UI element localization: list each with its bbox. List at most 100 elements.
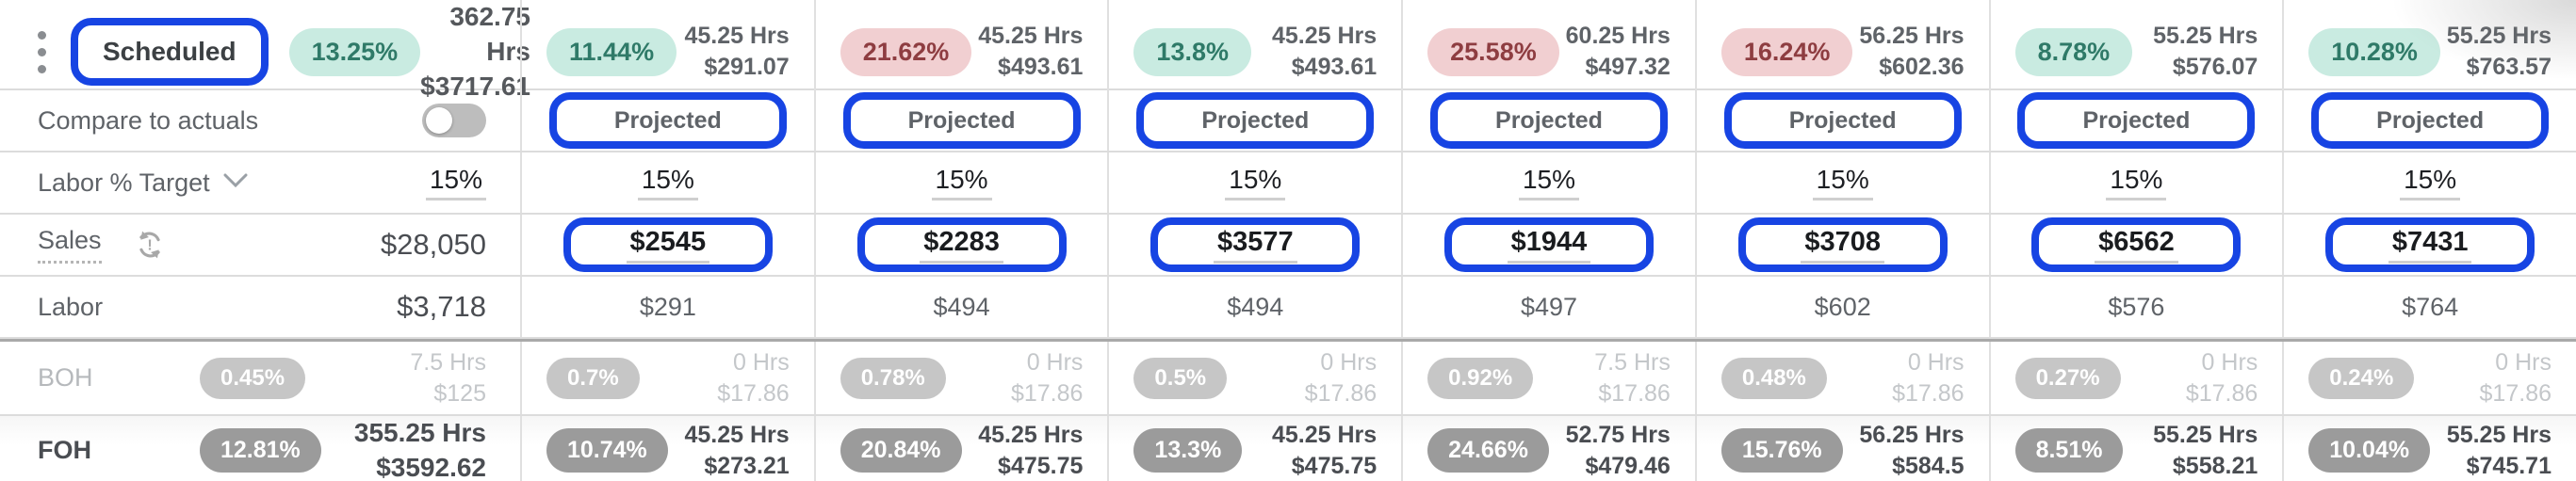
scheduled-day-cell: 21.62% 45.25 Hrs $493.61 xyxy=(813,0,1108,104)
foh-total-hours-cost: 355.25 Hrs $3592.62 xyxy=(354,416,486,481)
labor-day-value: $576 xyxy=(2108,292,2165,321)
labor-target-day-value[interactable]: 15% xyxy=(1812,165,1873,200)
projected-button[interactable]: Projected xyxy=(842,92,1081,149)
foh-day-hours-cost: 56.25 Hrs $584.5 xyxy=(1859,420,1964,481)
labor-target-row: Labor % Target 15% 15% 15% 15% xyxy=(0,152,2576,215)
labor-total: $3,718 xyxy=(397,290,486,323)
sales-day-input[interactable]: $3577 xyxy=(1150,217,1361,272)
labor-day-value: $494 xyxy=(933,292,990,321)
boh-total-hours: 7.5 Hrs xyxy=(410,348,486,376)
labor-target-day-value[interactable]: 15% xyxy=(2400,165,2461,200)
labor-day-value: $497 xyxy=(1520,292,1578,321)
labor-target-total-value[interactable]: 15% xyxy=(425,165,486,200)
foh-day-hours: 52.75 Hrs xyxy=(1565,421,1671,448)
labor-target-day-value[interactable]: 15% xyxy=(1225,165,1286,200)
boh-day-badge: 0.92% xyxy=(1427,357,1534,399)
projected-button[interactable]: Projected xyxy=(2311,92,2550,149)
projected-cell: Projected xyxy=(2282,90,2576,151)
sales-day-value[interactable]: $2545 xyxy=(626,227,710,264)
scheduled-day-cost: $291.07 xyxy=(704,54,790,81)
svg-text:!: ! xyxy=(147,237,152,253)
foh-day-cell: 20.84% 45.25 Hrs $475.75 xyxy=(813,416,1108,481)
sales-day-value[interactable]: $1944 xyxy=(1507,227,1591,264)
sales-day-input[interactable]: $7431 xyxy=(2325,217,2535,272)
sales-day-input[interactable]: $2545 xyxy=(562,217,773,272)
sales-day-value[interactable]: $3708 xyxy=(1801,227,1885,264)
scheduled-chip[interactable]: Scheduled xyxy=(71,18,269,87)
labor-day-cell: $494 xyxy=(813,277,1108,337)
boh-day-hours-cost: 7.5 Hrs $17.86 xyxy=(1594,347,1671,409)
sales-day-input[interactable]: $6562 xyxy=(2031,217,2242,272)
labor-target-day-value[interactable]: 15% xyxy=(931,165,992,200)
foh-day-hours-cost: 45.25 Hrs $475.75 xyxy=(978,420,1083,481)
boh-day-badge: 0.7% xyxy=(546,357,640,399)
scheduled-day-hours-cost: 45.25 Hrs $493.61 xyxy=(978,21,1083,83)
sales-day-input[interactable]: $1944 xyxy=(1443,217,1654,272)
projected-button[interactable]: Projected xyxy=(1723,92,1962,149)
boh-day-hours: 7.5 Hrs xyxy=(1594,348,1671,376)
labor-day-cell: $494 xyxy=(1107,277,1401,337)
sales-day-cell: $2283 xyxy=(813,215,1108,275)
kebab-menu-icon[interactable] xyxy=(38,30,46,73)
scheduled-day-badge: 10.28% xyxy=(2308,27,2440,76)
foh-day-hours-cost: 55.25 Hrs $745.71 xyxy=(2447,420,2552,481)
labor-target-day-cell: 15% xyxy=(1107,152,1401,213)
scheduled-day-cost: $497.32 xyxy=(1585,54,1671,81)
labor-label: Labor xyxy=(38,292,104,321)
labor-day-value: $494 xyxy=(1227,292,1284,321)
sales-day-value[interactable]: $6562 xyxy=(2095,227,2178,264)
boh-day-badge: 0.5% xyxy=(1133,357,1228,399)
scheduled-total-badge: 13.25% xyxy=(288,27,421,76)
projected-button[interactable]: Projected xyxy=(1136,92,1375,149)
labor-target-day-value[interactable]: 15% xyxy=(2106,165,2167,200)
scheduled-day-hours-cost: 55.25 Hrs $763.57 xyxy=(2447,21,2552,83)
foh-day-cost: $558.21 xyxy=(2172,452,2258,479)
labor-target-day-cell: 15% xyxy=(1694,152,1989,213)
projected-button[interactable]: Projected xyxy=(2017,92,2256,149)
scheduled-day-cost: $493.61 xyxy=(998,54,1084,81)
foh-day-cell: 8.51% 55.25 Hrs $558.21 xyxy=(1988,416,2283,481)
boh-day-badge: 0.48% xyxy=(1720,357,1827,399)
sales-day-input[interactable]: $3708 xyxy=(1737,217,1948,272)
sales-day-value[interactable]: $7431 xyxy=(2388,227,2472,264)
scheduled-day-cost: $576.07 xyxy=(2172,54,2258,81)
labor-day-cell: $291 xyxy=(520,277,814,337)
compare-label: Compare to actuals xyxy=(38,105,259,135)
foh-day-hours: 55.25 Hrs xyxy=(2446,421,2552,448)
projected-button[interactable]: Projected xyxy=(548,92,787,149)
sales-day-value[interactable]: $3577 xyxy=(1213,227,1297,264)
boh-day-cost: $17.86 xyxy=(1010,379,1084,407)
chevron-down-icon[interactable] xyxy=(223,173,248,193)
scheduled-row: Scheduled 13.25% 362.75 Hrs $3717.61 11.… xyxy=(0,0,2576,104)
foh-day-cell: 15.76% 56.25 Hrs $584.5 xyxy=(1694,416,1989,481)
compare-row: Compare to actuals Projected Projected P… xyxy=(0,90,2576,152)
scheduled-day-badge: 8.78% xyxy=(2014,27,2133,76)
foh-day-cost: $584.5 xyxy=(1892,452,1965,479)
labor-target-day-value[interactable]: 15% xyxy=(1518,165,1580,200)
scheduled-day-badge: 16.24% xyxy=(1720,27,1853,76)
scheduled-day-hours: 55.25 Hrs xyxy=(2153,23,2258,50)
sales-day-cell: $3708 xyxy=(1694,215,1989,275)
boh-day-hours-cost: 0 Hrs $17.86 xyxy=(1305,347,1377,409)
projected-button[interactable]: Projected xyxy=(1429,92,1668,149)
scheduled-day-hours-cost: 56.25 Hrs $602.36 xyxy=(1859,21,1964,83)
scheduled-day-hours: 56.25 Hrs xyxy=(1859,23,1965,50)
boh-label: BOH xyxy=(38,363,93,392)
labor-day-cell: $497 xyxy=(1401,277,1695,337)
scheduled-day-cell: 25.58% 60.25 Hrs $497.32 xyxy=(1401,0,1695,104)
labor-target-day-value[interactable]: 15% xyxy=(637,165,698,200)
labor-day-value: $602 xyxy=(1814,292,1871,321)
sync-alert-icon[interactable]: ! xyxy=(134,229,166,261)
foh-day-badge: 10.74% xyxy=(546,428,668,473)
foh-day-badge: 20.84% xyxy=(840,428,962,473)
boh-day-cell: 0.78% 0 Hrs $17.86 xyxy=(813,342,1108,414)
compare-toggle[interactable] xyxy=(422,104,486,137)
sales-day-input[interactable]: $2283 xyxy=(856,217,1067,272)
scheduled-header-cell: Scheduled 13.25% 362.75 Hrs $3717.61 xyxy=(0,0,530,104)
boh-day-badge: 0.24% xyxy=(2308,357,2415,399)
projected-cell: Projected xyxy=(1107,90,1401,151)
sales-day-value[interactable]: $2283 xyxy=(920,227,1003,264)
foh-day-hours: 45.25 Hrs xyxy=(978,421,1084,448)
foh-day-cost: $273.21 xyxy=(704,452,790,479)
boh-day-hours-cost: 0 Hrs $17.86 xyxy=(2186,347,2258,409)
